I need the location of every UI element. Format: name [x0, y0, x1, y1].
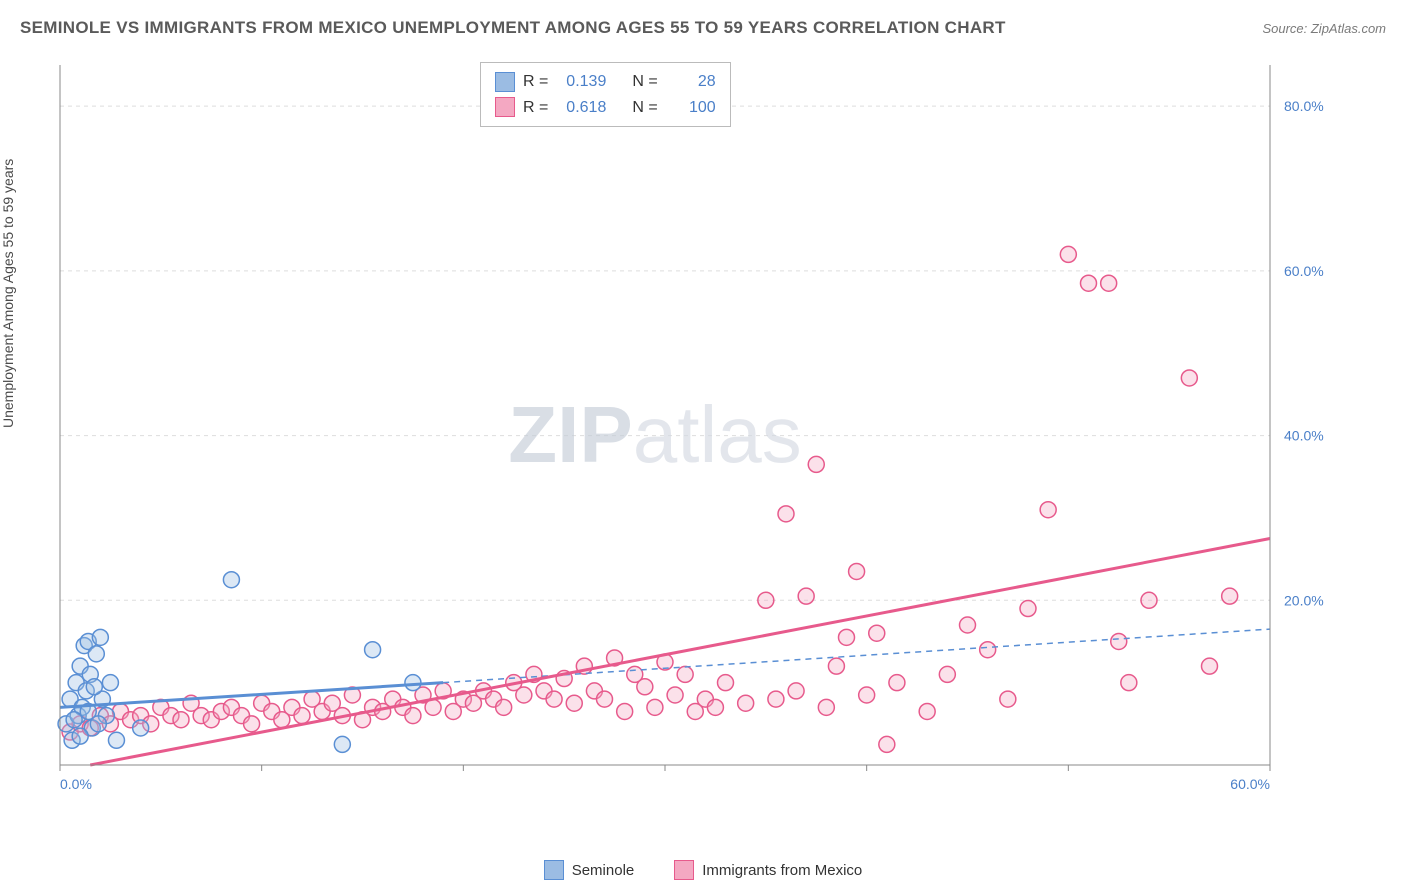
y-axis-label: Unemployment Among Ages 55 to 59 years: [0, 159, 16, 428]
scatter-chart: ZIPatlas 0.0% 60.0% 20.0% 40.0% 60.0% 80.0%: [50, 55, 1340, 795]
legend-label-a: Seminole: [572, 862, 635, 879]
source-attribution: Source: ZipAtlas.com: [1262, 21, 1386, 36]
legend-swatch-b-bottom: [674, 860, 694, 880]
r-label: R =: [523, 95, 548, 121]
stats-row-b: R = 0.618 N = 100: [495, 95, 716, 121]
legend-swatch-a-bottom: [544, 860, 564, 880]
svg-text:80.0%: 80.0%: [1284, 98, 1324, 114]
legend-label-b: Immigrants from Mexico: [702, 862, 862, 879]
n-value-a: 28: [666, 69, 716, 95]
svg-text:40.0%: 40.0%: [1284, 428, 1324, 444]
r-label: R =: [523, 69, 548, 95]
n-label: N =: [632, 95, 657, 121]
r-value-b: 0.618: [556, 95, 606, 121]
legend-item-a: Seminole: [544, 860, 635, 880]
legend-swatch-a: [495, 72, 515, 92]
chart-title: SEMINOLE VS IMMIGRANTS FROM MEXICO UNEMP…: [20, 18, 1006, 38]
svg-text:ZIPatlas: ZIPatlas: [508, 390, 801, 479]
bottom-legend: Seminole Immigrants from Mexico: [0, 860, 1406, 880]
stats-row-a: R = 0.139 N = 28: [495, 69, 716, 95]
svg-text:20.0%: 20.0%: [1284, 592, 1324, 608]
plot-area: ZIPatlas 0.0% 60.0% 20.0% 40.0% 60.0% 80.0%: [50, 55, 1340, 795]
legend-swatch-b: [495, 97, 515, 117]
legend-item-b: Immigrants from Mexico: [674, 860, 862, 880]
svg-text:60.0%: 60.0%: [1284, 263, 1324, 279]
stats-legend: R = 0.139 N = 28 R = 0.618 N = 100: [480, 62, 731, 127]
svg-text:60.0%: 60.0%: [1230, 776, 1270, 792]
r-value-a: 0.139: [556, 69, 606, 95]
n-label: N =: [632, 69, 657, 95]
svg-text:0.0%: 0.0%: [60, 776, 92, 792]
n-value-b: 100: [666, 95, 716, 121]
